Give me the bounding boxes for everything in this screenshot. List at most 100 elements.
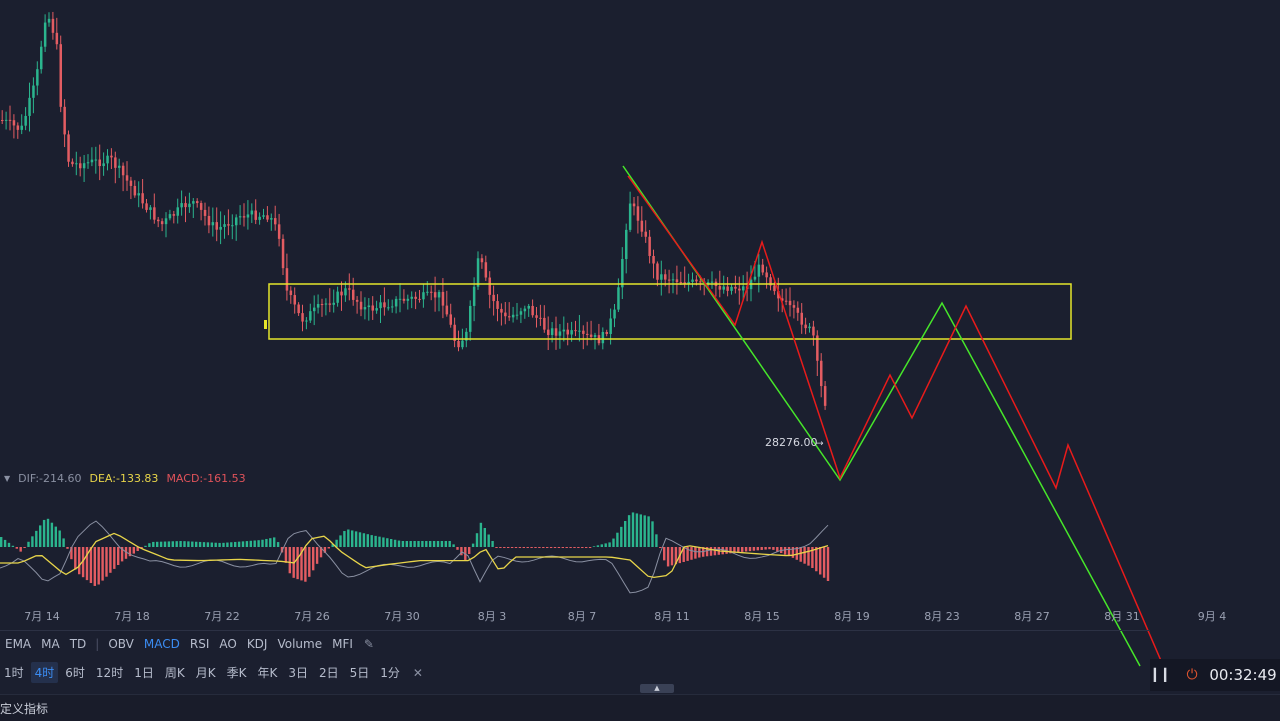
timeframe-6h[interactable]: 6时	[65, 666, 85, 680]
indicator-ma[interactable]: MA	[41, 637, 60, 651]
macd-value: MACD:-161.53	[166, 472, 246, 485]
candle	[254, 210, 257, 220]
candle	[628, 203, 632, 230]
timeframe-3d[interactable]: 3日	[288, 666, 308, 680]
candle	[679, 282, 683, 284]
macd-bar	[27, 541, 30, 547]
candle	[196, 201, 199, 204]
candle	[340, 291, 343, 296]
timeframe-year[interactable]: 年K	[257, 666, 278, 680]
macd-bar	[409, 541, 412, 547]
macd-bar	[815, 547, 818, 572]
macd-bar	[479, 522, 483, 547]
macd-bar	[460, 547, 463, 556]
candle	[94, 159, 98, 161]
range-box[interactable]	[268, 283, 1072, 340]
macd-bar	[393, 539, 397, 547]
indicator-macd[interactable]: MACD	[143, 637, 180, 651]
macd-bar	[312, 547, 315, 571]
red-projection-line[interactable]	[627, 175, 1166, 671]
macd-bar	[152, 541, 155, 547]
caret-down-icon[interactable]: ▼	[4, 474, 11, 483]
timeframe-2d[interactable]: 2日	[318, 666, 339, 680]
macd-bar	[783, 547, 787, 555]
macd-bar	[117, 547, 120, 565]
timeframe-4h[interactable]: 4时	[30, 662, 59, 683]
indicator-kdj[interactable]: KDJ	[246, 637, 268, 651]
macd-bar	[811, 547, 814, 568]
macd-bar	[343, 531, 346, 547]
close-icon[interactable]: ✕	[412, 665, 423, 680]
candle	[4, 119, 8, 121]
candle	[410, 296, 413, 299]
timeframe-1h[interactable]: 1时	[4, 666, 24, 680]
timeframe-month[interactable]: 月K	[195, 666, 216, 680]
pause-icon[interactable]: ▎▎	[1153, 668, 1175, 682]
macd-bar	[109, 547, 112, 573]
timeframe-week[interactable]: 周K	[164, 666, 185, 680]
candle	[199, 203, 203, 210]
candle	[363, 307, 367, 310]
custom-indicator-label[interactable]: 定义指标	[0, 702, 49, 716]
dea-value: DEA:-133.83	[89, 472, 159, 485]
macd-bar	[105, 547, 108, 577]
macd-bar	[296, 547, 299, 580]
candle	[359, 301, 363, 310]
candle	[313, 307, 316, 312]
candle	[153, 207, 156, 220]
green-projection-line[interactable]	[622, 165, 1141, 667]
macd-bar	[822, 547, 826, 578]
macd-bar	[768, 547, 771, 550]
candle	[726, 286, 729, 291]
candle	[75, 163, 78, 165]
macd-bar	[175, 541, 178, 547]
edit-icon[interactable]: ✎	[363, 637, 374, 651]
range-box-handle[interactable]	[264, 320, 267, 329]
timeframe-12h[interactable]: 12时	[95, 666, 124, 680]
macd-bar	[89, 547, 93, 584]
macd-bar	[417, 541, 420, 547]
timeframe-1d[interactable]: 1日	[134, 666, 154, 680]
indicator-obv[interactable]: OBV	[108, 637, 134, 651]
macd-bar	[799, 547, 802, 562]
candle	[277, 224, 281, 239]
macd-bar	[425, 541, 428, 547]
indicator-td[interactable]: TD	[69, 637, 87, 651]
candle	[355, 299, 359, 302]
macd-bar	[39, 525, 42, 547]
candle	[437, 291, 441, 298]
macd-bar	[140, 547, 143, 549]
candle	[648, 236, 651, 256]
candle	[426, 291, 429, 293]
macd-bar	[448, 541, 451, 547]
indicator-volume[interactable]: Volume	[277, 637, 323, 651]
macd-bar	[616, 532, 619, 547]
macd-bar	[686, 547, 689, 561]
candle	[71, 161, 74, 165]
macd-bar	[674, 547, 678, 565]
power-icon[interactable]: ⏻	[1186, 667, 1198, 683]
candle	[160, 221, 164, 225]
timeframe-5d[interactable]: 5日	[349, 666, 370, 680]
macd-bar	[358, 532, 362, 547]
x-tick: 8月 31	[1104, 610, 1140, 623]
macd-bar	[756, 547, 759, 551]
macd-bar	[366, 534, 369, 547]
candle	[441, 291, 445, 306]
indicator-ema[interactable]: EMA	[5, 637, 32, 651]
candle	[133, 185, 137, 196]
indicator-mfi[interactable]: MFI	[332, 637, 353, 651]
macd-bar	[386, 538, 389, 547]
candle	[98, 159, 101, 167]
macd-bar	[471, 543, 475, 547]
indicator-ao[interactable]: AO	[219, 637, 237, 651]
candle	[625, 229, 628, 260]
candle	[8, 119, 12, 121]
timeframe-1m[interactable]: 1分	[380, 666, 400, 680]
candle	[176, 207, 179, 216]
indicator-rsi[interactable]: RSI	[189, 637, 210, 651]
x-tick: 7月 18	[114, 610, 150, 623]
timeframe-quarter[interactable]: 季K	[226, 666, 247, 680]
chevron-up-icon[interactable]: ▲	[640, 684, 674, 693]
